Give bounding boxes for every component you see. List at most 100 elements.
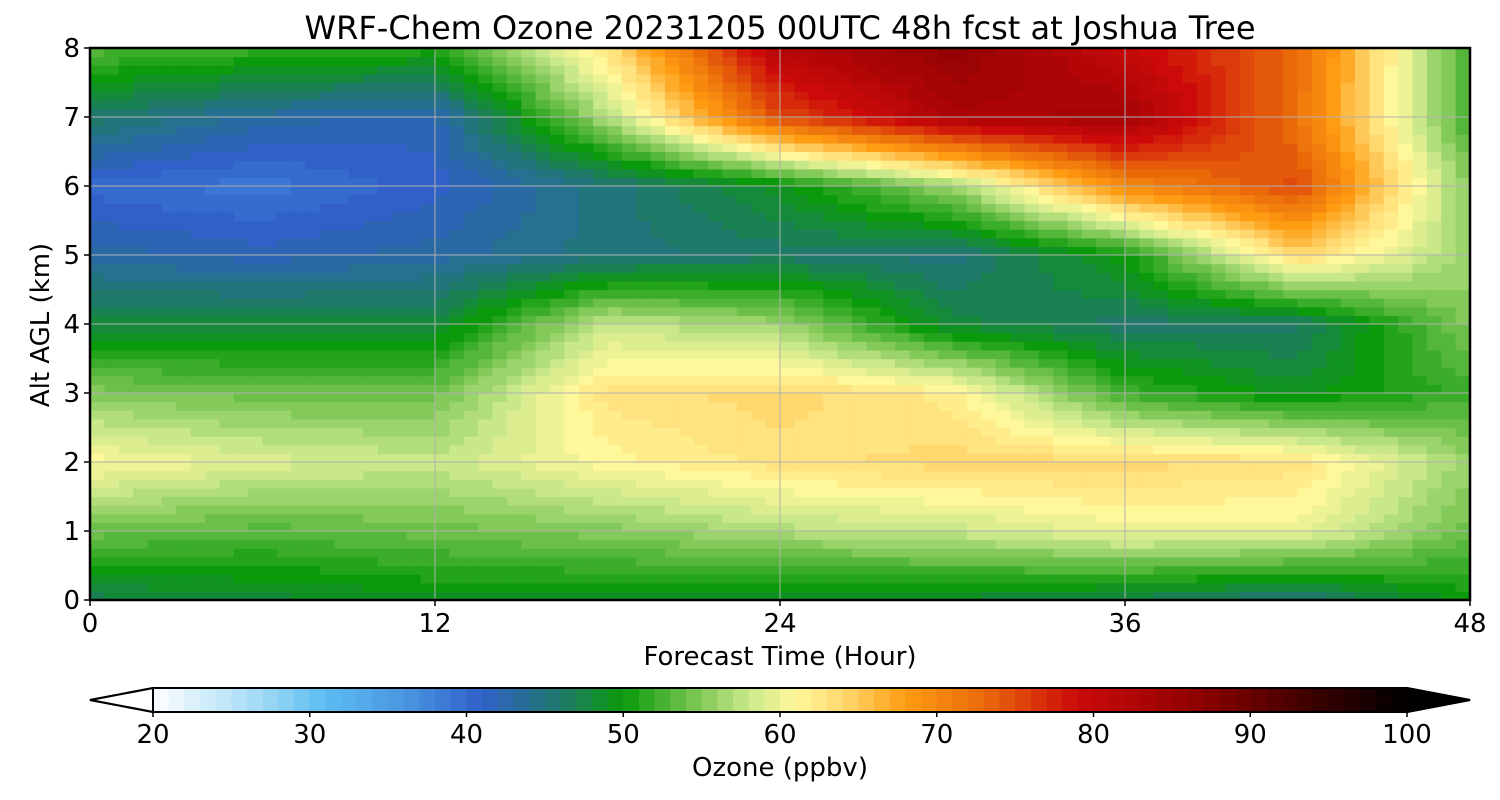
heatmap-cell [176,315,192,325]
heatmap-cell [621,56,637,66]
heatmap-cell [837,444,853,454]
heatmap-cell [248,384,264,394]
heatmap-cell [420,358,436,368]
heatmap-cell [679,367,695,377]
heatmap-cell [420,341,436,351]
heatmap-cell [492,125,508,135]
heatmap-cell [823,177,839,187]
heatmap-cell [406,522,422,532]
heatmap-cell [363,470,379,480]
heatmap-cell [334,410,350,420]
heatmap-cell [866,134,882,144]
heatmap-cell [1182,556,1198,567]
heatmap-cell [866,505,882,515]
heatmap-cell [118,401,134,411]
heatmap-cell [521,556,537,567]
heatmap-cell [765,487,781,498]
heatmap-cell [708,289,724,299]
heatmap-cell [248,246,264,256]
heatmap-cell [348,177,364,187]
heatmap-cell [564,125,580,135]
heatmap-cell [1153,168,1169,178]
heatmap-cell [679,280,695,291]
heatmap-cell [923,203,939,213]
heatmap-cell [665,246,680,256]
heatmap-cell [176,194,192,204]
heatmap-cell [808,177,824,187]
heatmap-cell [521,410,537,420]
heatmap-cell [176,367,192,377]
heatmap-cell [521,522,537,532]
heatmap-cell [90,505,105,515]
heatmap-cell [780,220,795,230]
heatmap-cell [348,582,364,592]
heatmap-cell [506,418,522,429]
heatmap-cell [909,160,925,170]
heatmap-cell [823,108,839,118]
heatmap-cell [506,203,522,213]
heatmap-cell [348,556,364,567]
heatmap-cell [550,298,565,308]
heatmap-cell [449,151,465,161]
heatmap-cell [679,65,695,75]
heatmap-cell [492,134,508,144]
heatmap-cell [851,487,867,498]
heatmap-cell [938,574,954,584]
heatmap-cell [1139,246,1155,256]
heatmap-cell [909,324,925,334]
heatmap-cell [895,556,910,567]
heatmap-cell [665,513,680,523]
heatmap-cell [1153,556,1169,567]
heatmap-cell [1081,462,1097,472]
heatmap-cell [1053,220,1069,230]
heatmap-cell [233,177,249,187]
heatmap-cell [995,522,1011,532]
heatmap-cell [1139,531,1155,541]
heatmap-cell [104,73,120,84]
heatmap-cell [1053,487,1069,498]
heatmap-cell [895,108,910,118]
heatmap-cell [334,246,350,256]
heatmap-cell [276,479,292,489]
heatmap-cell [1168,548,1184,558]
heatmap-cell [506,306,522,316]
heatmap-cell [233,237,249,247]
heatmap-cell [952,99,968,109]
heatmap-cell [377,160,393,170]
heatmap-cell [334,367,350,377]
heatmap-cell [161,384,177,394]
heatmap-cell [808,306,824,316]
heatmap-cell [607,289,623,299]
heatmap-cell [1125,229,1140,239]
heatmap-cell [722,582,738,592]
heatmap-cell [607,56,623,66]
heatmap-cell [607,255,623,265]
heatmap-cell [736,211,752,222]
heatmap-cell [406,65,422,75]
heatmap-cell [161,65,177,75]
heatmap-cell [923,418,939,429]
heatmap-cell [90,99,105,109]
heatmap-cell [780,272,795,282]
heatmap-cell [866,436,882,446]
heatmap-cell [808,375,824,385]
heatmap-cell [133,306,149,316]
heatmap-cell [679,582,695,592]
heatmap-cell [276,531,292,541]
heatmap-cell [650,470,666,480]
heatmap-cell [1053,375,1069,385]
heatmap-cell [923,117,939,127]
heatmap-cell [708,272,724,282]
heatmap-cell [133,582,149,592]
heatmap-cell [1168,186,1184,196]
heatmap-cell [765,470,781,480]
heatmap-cell [1182,505,1198,515]
heatmap-cell [90,229,105,239]
heatmap-cell [851,220,867,230]
heatmap-cell [938,418,954,429]
heatmap-cell [837,315,853,325]
heatmap-cell [952,237,968,247]
heatmap-cell [176,237,192,247]
heatmap-cell [1182,444,1198,454]
heatmap-cell [1153,349,1169,360]
